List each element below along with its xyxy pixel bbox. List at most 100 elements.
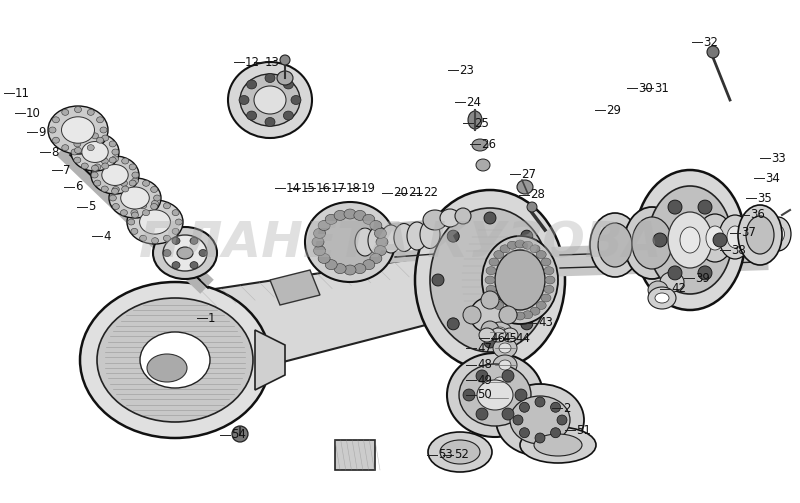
Ellipse shape xyxy=(440,209,460,227)
Text: 19: 19 xyxy=(361,182,376,195)
Ellipse shape xyxy=(129,180,136,186)
Ellipse shape xyxy=(280,55,290,65)
Text: 23: 23 xyxy=(459,63,474,76)
Text: 45: 45 xyxy=(502,331,517,345)
Ellipse shape xyxy=(485,276,495,284)
Ellipse shape xyxy=(759,226,773,244)
Ellipse shape xyxy=(492,393,504,403)
Ellipse shape xyxy=(455,208,471,224)
Ellipse shape xyxy=(447,353,543,437)
Ellipse shape xyxy=(151,200,158,206)
Ellipse shape xyxy=(228,62,312,138)
Ellipse shape xyxy=(314,228,326,238)
Ellipse shape xyxy=(495,250,545,310)
Ellipse shape xyxy=(737,216,767,256)
Ellipse shape xyxy=(239,96,249,105)
Text: 51: 51 xyxy=(576,424,591,437)
Ellipse shape xyxy=(472,139,488,151)
Ellipse shape xyxy=(519,428,530,438)
Ellipse shape xyxy=(771,225,785,242)
Text: 17: 17 xyxy=(331,182,346,195)
Ellipse shape xyxy=(112,149,119,155)
Ellipse shape xyxy=(163,235,207,271)
Ellipse shape xyxy=(370,220,382,230)
Text: 27: 27 xyxy=(521,167,536,181)
Ellipse shape xyxy=(463,306,481,324)
Text: 24: 24 xyxy=(466,96,481,109)
Polygon shape xyxy=(335,440,375,470)
Ellipse shape xyxy=(102,164,128,186)
Ellipse shape xyxy=(668,200,682,214)
Ellipse shape xyxy=(499,343,511,353)
Text: 37: 37 xyxy=(741,226,756,239)
Ellipse shape xyxy=(550,402,561,412)
Ellipse shape xyxy=(91,156,139,194)
Ellipse shape xyxy=(502,370,514,382)
Ellipse shape xyxy=(265,73,275,82)
Ellipse shape xyxy=(502,408,514,420)
Text: 22: 22 xyxy=(423,187,438,200)
Ellipse shape xyxy=(97,298,253,422)
Ellipse shape xyxy=(48,106,108,154)
Text: 50: 50 xyxy=(477,388,492,401)
Ellipse shape xyxy=(470,297,510,333)
Ellipse shape xyxy=(535,397,545,407)
Ellipse shape xyxy=(407,222,427,250)
Text: 29: 29 xyxy=(606,104,621,117)
Ellipse shape xyxy=(727,226,743,248)
Ellipse shape xyxy=(53,137,59,143)
Text: 7: 7 xyxy=(63,163,70,177)
Ellipse shape xyxy=(102,158,108,164)
Ellipse shape xyxy=(494,377,506,387)
Text: 20: 20 xyxy=(393,187,408,200)
Ellipse shape xyxy=(494,327,506,337)
Ellipse shape xyxy=(476,408,488,420)
Ellipse shape xyxy=(488,322,512,342)
Ellipse shape xyxy=(468,111,482,129)
Text: 46: 46 xyxy=(490,331,505,345)
Ellipse shape xyxy=(517,180,533,194)
Ellipse shape xyxy=(154,195,161,201)
Polygon shape xyxy=(270,270,320,305)
Ellipse shape xyxy=(121,210,127,216)
Ellipse shape xyxy=(132,172,139,178)
Ellipse shape xyxy=(510,396,570,444)
Ellipse shape xyxy=(746,216,774,254)
Ellipse shape xyxy=(232,426,248,442)
Ellipse shape xyxy=(318,254,330,264)
Text: 47: 47 xyxy=(477,342,492,355)
Ellipse shape xyxy=(94,180,101,186)
Text: 32: 32 xyxy=(703,36,718,48)
Ellipse shape xyxy=(544,267,554,275)
Text: 11: 11 xyxy=(15,87,30,100)
Ellipse shape xyxy=(381,225,401,253)
Ellipse shape xyxy=(283,111,294,120)
Ellipse shape xyxy=(507,241,518,249)
Text: 1: 1 xyxy=(208,311,215,324)
Text: 5: 5 xyxy=(88,201,95,213)
Ellipse shape xyxy=(670,214,710,266)
Ellipse shape xyxy=(535,433,545,443)
Ellipse shape xyxy=(142,210,150,216)
Polygon shape xyxy=(130,255,490,390)
Text: 36: 36 xyxy=(750,209,765,221)
Ellipse shape xyxy=(632,217,672,269)
Ellipse shape xyxy=(363,214,375,224)
Ellipse shape xyxy=(488,372,512,392)
Ellipse shape xyxy=(527,202,537,212)
Ellipse shape xyxy=(334,210,346,220)
Ellipse shape xyxy=(91,165,98,171)
Ellipse shape xyxy=(428,432,492,472)
Ellipse shape xyxy=(668,266,682,280)
Ellipse shape xyxy=(706,226,724,250)
Ellipse shape xyxy=(713,233,727,247)
Ellipse shape xyxy=(82,163,88,169)
Ellipse shape xyxy=(283,80,294,89)
Ellipse shape xyxy=(131,178,138,184)
Ellipse shape xyxy=(738,205,782,265)
Ellipse shape xyxy=(122,186,129,192)
Ellipse shape xyxy=(344,209,356,219)
Ellipse shape xyxy=(494,250,504,259)
Ellipse shape xyxy=(653,233,667,247)
Ellipse shape xyxy=(680,227,700,253)
